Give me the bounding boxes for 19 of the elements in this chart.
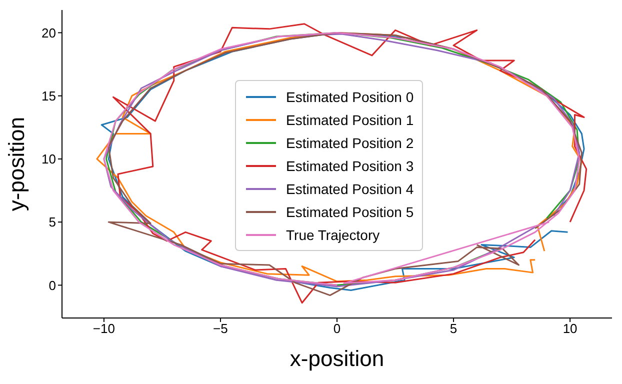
x-tick-label: 5 bbox=[450, 321, 458, 336]
legend-label: Estimated Position 5 bbox=[286, 204, 414, 220]
legend-label: Estimated Position 0 bbox=[286, 88, 414, 104]
y-tick-label: 10 bbox=[42, 152, 56, 167]
x-axis-title: x-position bbox=[290, 346, 384, 371]
y-tick-label: 20 bbox=[42, 25, 56, 40]
y-tick-label: 15 bbox=[42, 88, 56, 104]
y-tick-label: 0 bbox=[48, 278, 56, 293]
legend-label: True Trajectory bbox=[286, 226, 380, 242]
x-tick-label: 10 bbox=[562, 321, 578, 336]
legend-label: Estimated Position 2 bbox=[286, 134, 414, 150]
x-tick-label: −5 bbox=[213, 321, 228, 336]
legend-label: Estimated Position 3 bbox=[286, 158, 414, 174]
x-tick-label: 0 bbox=[333, 321, 341, 336]
legend-label: Estimated Position 4 bbox=[286, 180, 414, 196]
x-tick-label: −10 bbox=[92, 321, 115, 336]
y-tick-label: 5 bbox=[48, 214, 56, 230]
y-axis-title: y-position bbox=[4, 116, 29, 212]
legend-label: Estimated Position 1 bbox=[286, 112, 414, 128]
